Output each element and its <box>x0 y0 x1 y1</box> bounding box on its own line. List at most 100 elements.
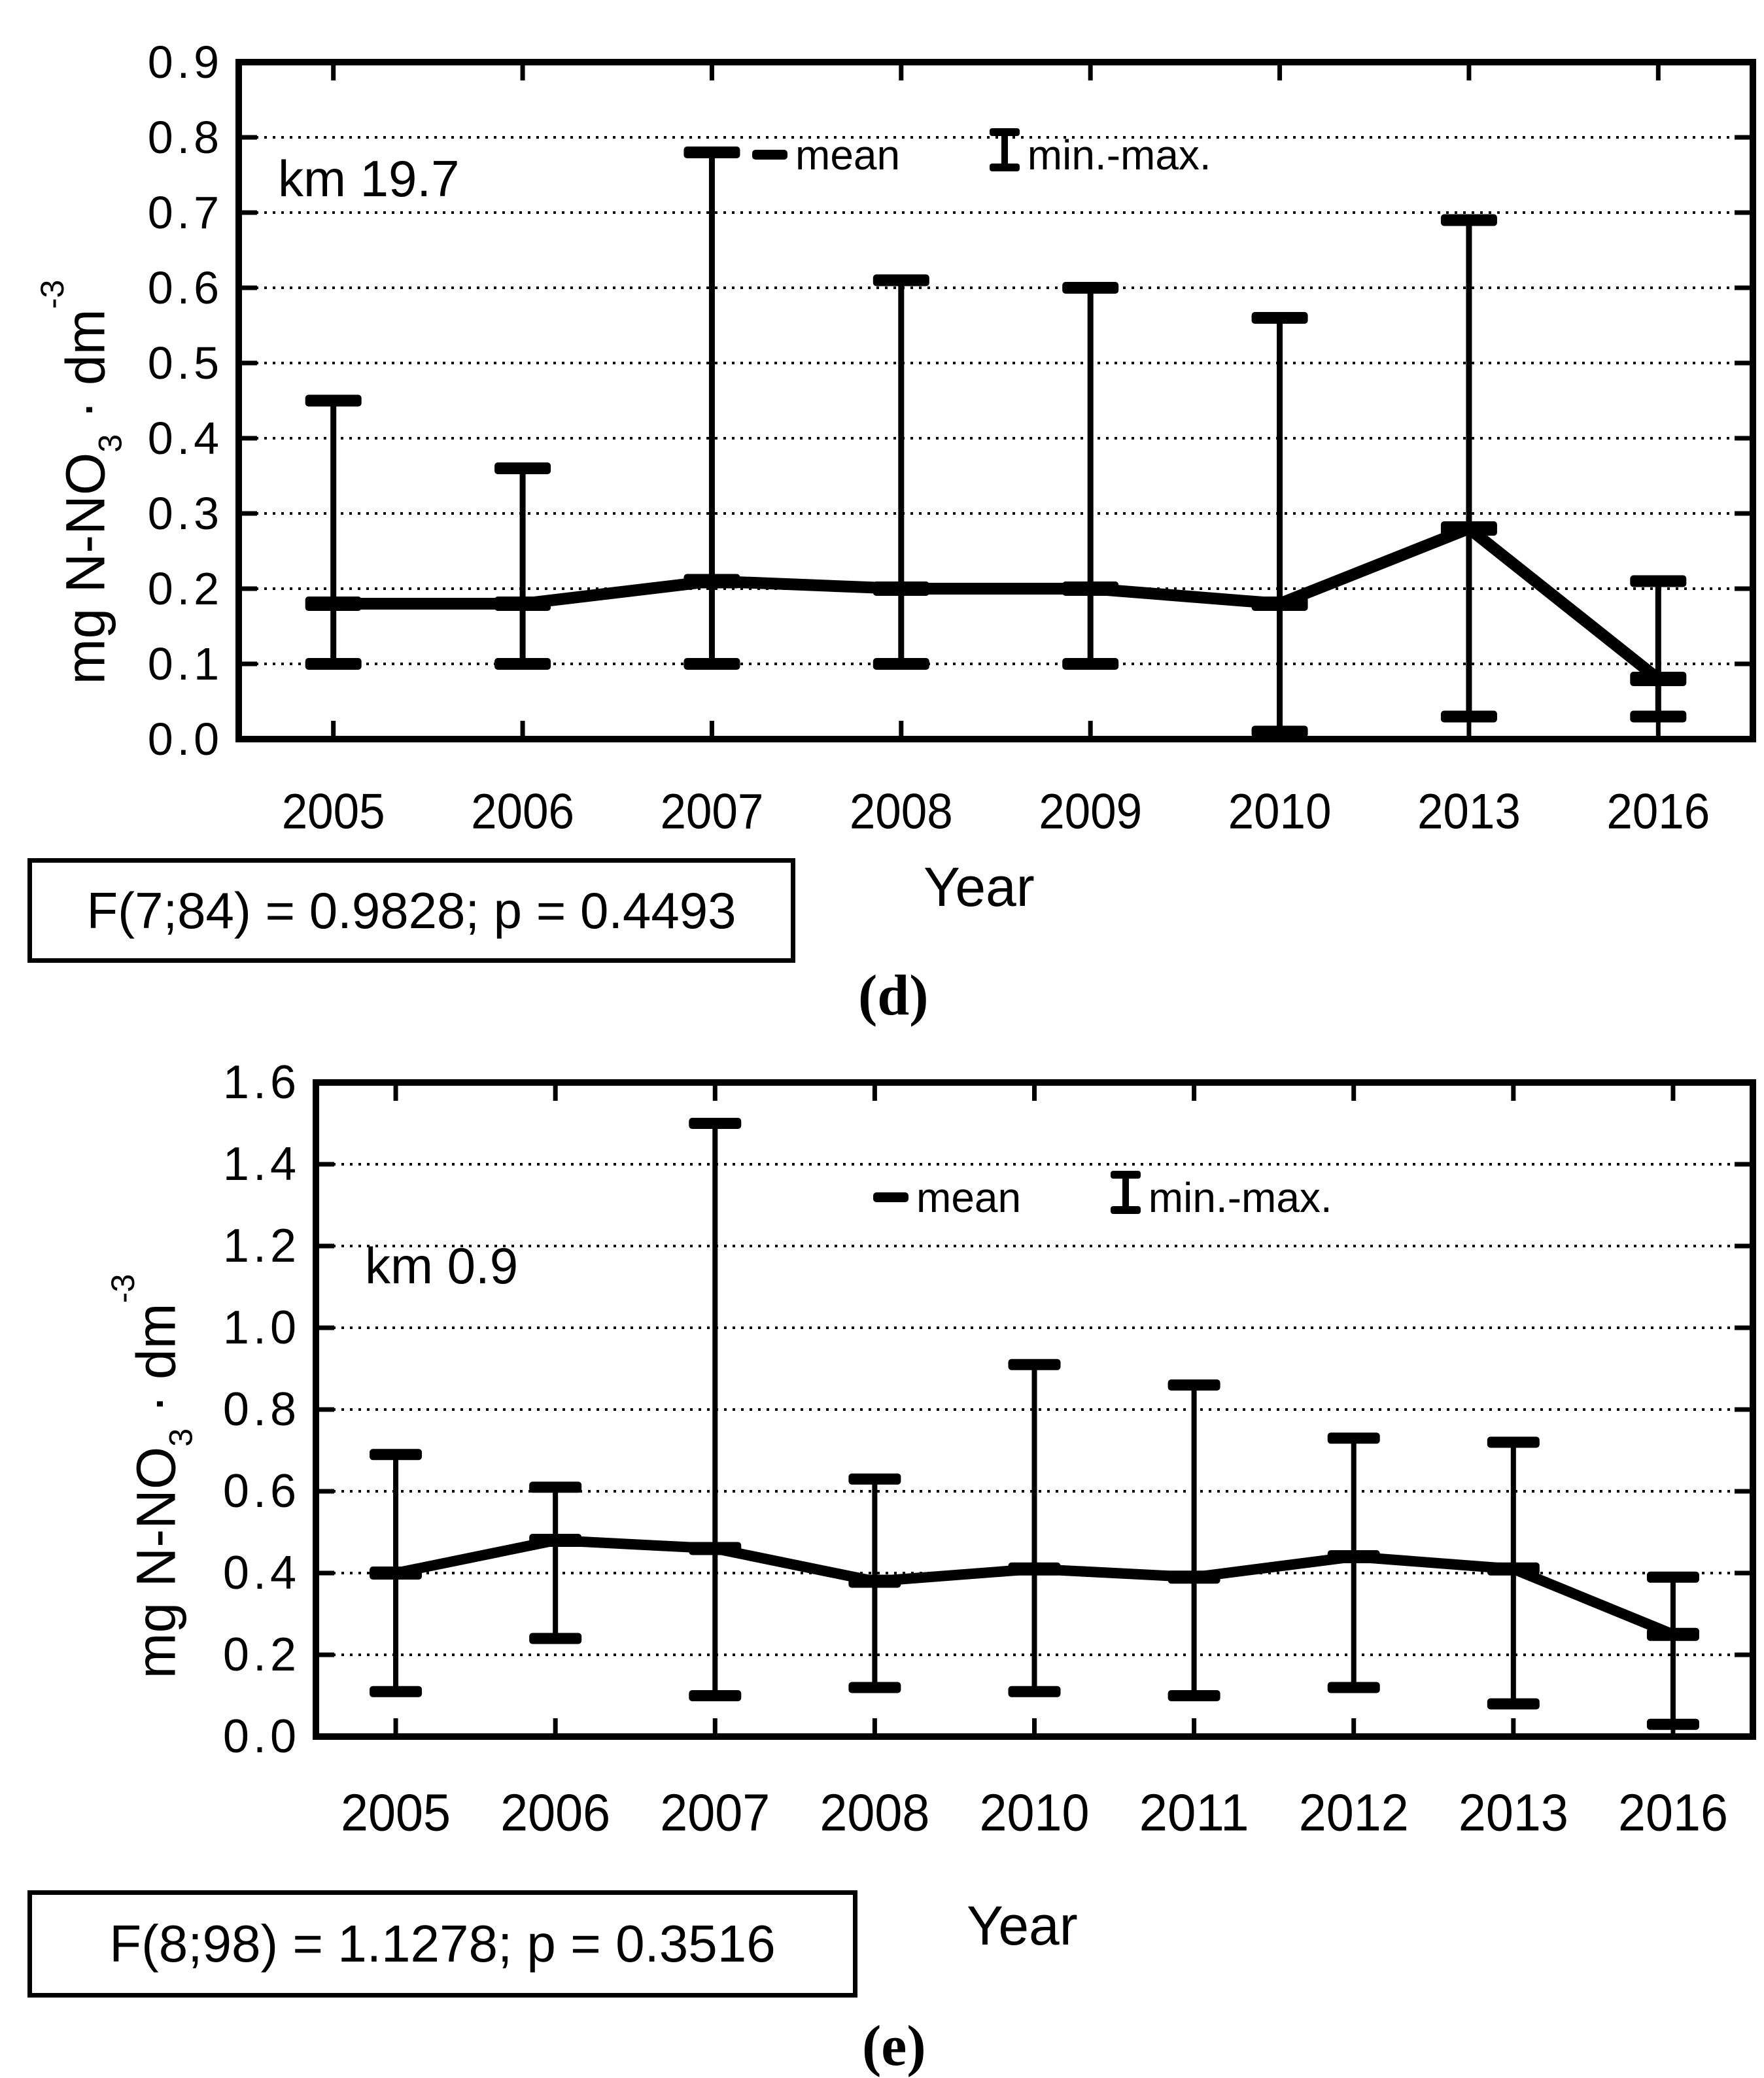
error-bar-cap-min <box>848 1682 901 1693</box>
error-bar-cap-max <box>683 147 740 158</box>
minmax-errorbar-icon <box>1041 1122 1141 1272</box>
legend-minmax-label: min.-max. <box>1027 131 1211 179</box>
mean-marker <box>1440 521 1497 536</box>
mean-line-icon <box>752 150 787 160</box>
error-bar-cap-max <box>1251 312 1308 324</box>
x-tick-label: 2009 <box>1039 784 1142 839</box>
x-tick-label: 2005 <box>282 784 385 839</box>
error-bar-cap-max <box>1327 1432 1380 1444</box>
mean-marker <box>1630 672 1687 686</box>
y-tick-label: 0.0 <box>148 714 223 765</box>
x-tick-label: 2006 <box>471 784 574 839</box>
panel-label-e: (e) <box>862 2015 926 2078</box>
x-tick-label: 2008 <box>820 1784 929 1842</box>
mean-marker <box>1327 1550 1380 1563</box>
plot-border <box>235 59 1756 742</box>
y-tick-label: 1.6 <box>223 1056 300 1109</box>
x-tick-label: 2016 <box>1618 1784 1728 1842</box>
mean-marker <box>1167 1570 1220 1584</box>
error-bar-cap-min <box>1062 658 1119 670</box>
x-tick-label: 2005 <box>341 1784 451 1842</box>
minmax-errorbar-icon <box>920 80 1020 230</box>
error-bar-cap-min <box>1008 1686 1061 1697</box>
x-tick-label: 2016 <box>1606 784 1710 839</box>
legend-minmax-label: min.-max. <box>1148 1173 1332 1221</box>
error-bar-cap-max <box>529 1481 582 1493</box>
x-tick-label: 2006 <box>500 1784 610 1842</box>
error-bar-cap-min <box>1630 710 1687 723</box>
error-bar-cap-max <box>848 1473 901 1485</box>
y-axis-title-d: mg N-NO3 · dm-3 <box>33 279 129 685</box>
error-bar-cap-min <box>1251 725 1308 738</box>
error-bar-cap-min <box>370 1686 423 1697</box>
error-bar-cap-min <box>1440 710 1497 723</box>
error-bar-cap-max <box>1646 1571 1699 1583</box>
legend-mean-label: mean <box>916 1173 1022 1221</box>
error-bar-cap-min <box>529 1633 582 1644</box>
y-tick-label: 0.7 <box>148 187 223 238</box>
error-bar-cap-max <box>1062 282 1119 294</box>
y-tick-label: 0.8 <box>148 112 223 163</box>
error-bar-cap-max <box>689 1118 742 1129</box>
stat-box-d: F(7;84) = 0.9828; p = 0.4493 <box>27 858 795 963</box>
error-bar-cap-max <box>305 394 362 407</box>
mean-line-icon <box>873 1192 908 1202</box>
y-tick-label: 0.1 <box>148 638 223 689</box>
y-tick-label: 1.2 <box>223 1220 300 1272</box>
x-tick-label: 2011 <box>1139 1784 1249 1842</box>
y-tick-label: 0.9 <box>148 37 223 88</box>
mean-marker <box>1487 1562 1540 1576</box>
x-tick-label: 2013 <box>1417 784 1521 839</box>
mean-marker <box>370 1567 423 1580</box>
plot-border <box>313 1079 1756 1740</box>
y-tick-label: 0.4 <box>148 413 223 464</box>
stat-box-e: F(8;98) = 1.1278; p = 0.3516 <box>27 1890 857 1998</box>
chart-e-plot: 0.0 0.2 0.4 0.6 0.8 1.0 1.2 1.4 1.6 2005 2006 2007 2… <box>223 1056 1756 1842</box>
y-tick-label: 1.0 <box>223 1302 300 1354</box>
error-bar-cap-min <box>494 658 551 670</box>
error-bar-cap-min <box>1167 1690 1220 1701</box>
mean-marker <box>689 1542 742 1555</box>
panel-label-d: (d) <box>858 964 929 1028</box>
error-bar-cap-max <box>494 462 551 474</box>
legend-mean-label: mean <box>795 131 901 179</box>
x-axis-title-e: Year <box>967 1895 1078 1956</box>
mean-marker <box>1062 581 1119 596</box>
error-bar-cap-min <box>873 658 929 670</box>
mean-marker <box>1008 1562 1061 1576</box>
mean-marker <box>848 1574 901 1588</box>
error-bar-cap-max <box>1440 214 1497 226</box>
mean-marker <box>873 581 929 596</box>
error-bar-cap-max <box>1167 1379 1220 1391</box>
error-bar-cap-max <box>1008 1359 1061 1370</box>
x-tick-label: 2007 <box>660 1784 770 1842</box>
x-tick-label: 2007 <box>660 784 763 839</box>
error-bar-cap-min <box>689 1690 742 1701</box>
legend-d: mean min.-max. <box>752 80 1211 230</box>
y-tick-label: 0.6 <box>148 262 223 313</box>
mean-marker <box>1251 597 1308 611</box>
error-bar-cap-min <box>683 658 740 670</box>
y-tick-label: 0.3 <box>148 488 223 539</box>
mean-line <box>333 521 1662 684</box>
x-tick-label: 2012 <box>1299 1784 1409 1842</box>
x-tick-label: 2013 <box>1459 1784 1568 1842</box>
error-bar-cap-max <box>873 274 929 286</box>
y-tick-label: 1.4 <box>223 1138 300 1190</box>
mean-marker <box>683 574 740 589</box>
x-tick-label: 2010 <box>1228 784 1332 839</box>
chart-d-plot: 0.0 0.1 0.2 0.3 0.4 0.5 0.6 0.7 0.8 0.9 2005 2006 20… <box>148 37 1756 839</box>
mean-marker <box>494 597 551 611</box>
mean-marker <box>1646 1627 1699 1641</box>
y-tick-label: 0.2 <box>148 563 223 614</box>
error-bar-cap-min <box>1327 1682 1380 1693</box>
error-bar-cap-min <box>1487 1698 1540 1710</box>
site-label-e: km 0.9 <box>365 1237 519 1294</box>
y-tick-label: 0.4 <box>223 1547 300 1599</box>
error-bar-cap-max <box>1487 1436 1540 1448</box>
stat-text-e: F(8;98) = 1.1278; p = 0.3516 <box>109 1914 776 1973</box>
mean-marker <box>305 597 362 611</box>
legend-e: mean min.-max. <box>873 1122 1332 1272</box>
